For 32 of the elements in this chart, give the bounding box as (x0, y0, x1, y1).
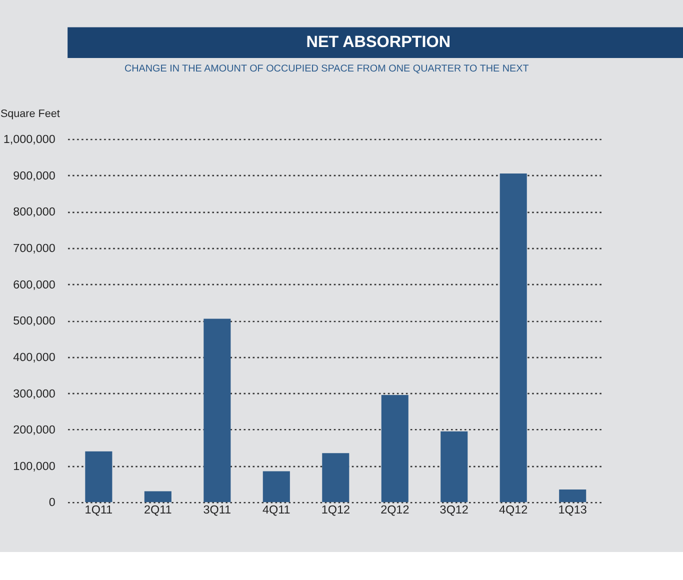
bar (204, 318, 231, 502)
bar (440, 431, 468, 502)
x-tick-label: 1Q11 (84, 503, 113, 516)
y-axis-title: Square Feet (0, 108, 60, 120)
bar (144, 491, 172, 502)
x-tick-label: 4Q12 (499, 503, 528, 516)
x-tick-label: 4Q11 (262, 503, 290, 516)
y-tick-label: 600,000 (13, 278, 56, 292)
y-tick-label: 400,000 (13, 350, 56, 364)
chart-title: NET ABSORPTION (306, 33, 451, 52)
y-tick-label: 500,000 (13, 314, 56, 328)
y-tick-label: 100,000 (13, 460, 56, 473)
y-tick-label: 800,000 (13, 206, 56, 219)
x-tick-label: 2Q12 (380, 503, 410, 516)
bar (559, 489, 586, 502)
chart-subtitle: CHANGE IN THE AMOUNT OF OCCUPIED SPACE FROM ONE QUARTER TO THE NEXT (124, 63, 529, 74)
bar (85, 451, 112, 502)
y-tick-label: 0 (48, 496, 56, 510)
y-tick-label: 200,000 (13, 424, 56, 437)
y-tick-label: 1,000,000 (3, 133, 56, 146)
x-tick-label: 1Q13 (558, 503, 587, 516)
bar (381, 395, 408, 502)
x-tick-label: 2Q11 (144, 503, 172, 516)
y-tick-label: 300,000 (13, 387, 56, 400)
bar (262, 471, 290, 502)
y-tick-label: 900,000 (13, 169, 56, 182)
bar (500, 174, 527, 502)
bar (322, 453, 350, 502)
x-tick-label: 3Q11 (203, 503, 232, 516)
y-tick-label: 700,000 (13, 242, 56, 256)
x-tick-label: 1Q12 (321, 503, 350, 516)
x-tick-label: 3Q12 (440, 503, 468, 516)
